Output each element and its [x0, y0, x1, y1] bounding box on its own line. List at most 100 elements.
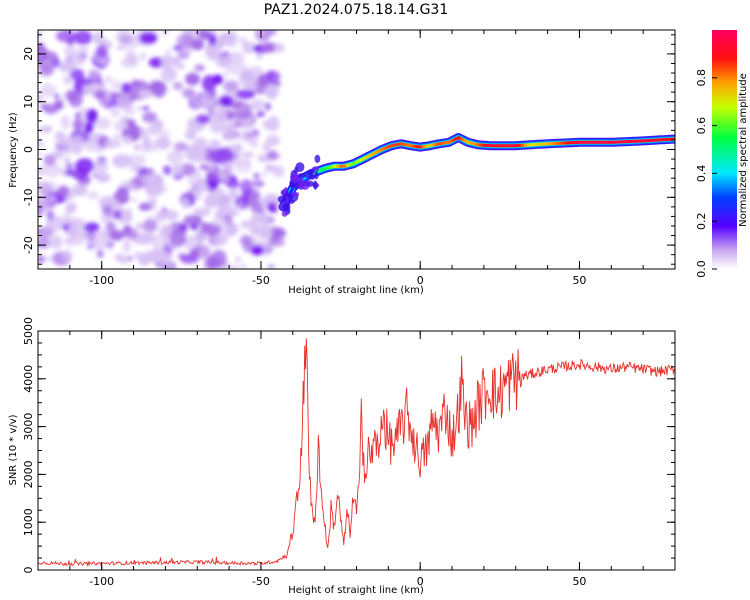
noise-blob — [62, 225, 70, 231]
noise-region — [38, 30, 286, 269]
noise-blob — [176, 33, 195, 49]
y-tick-label: 0 — [22, 146, 35, 153]
noise-blob — [238, 130, 258, 143]
noise-blob — [120, 180, 131, 191]
noise-blob — [70, 227, 86, 246]
noise-blob — [129, 95, 137, 102]
noise-blob — [266, 150, 279, 161]
noise-blob — [192, 95, 208, 108]
noise-blob — [250, 245, 265, 256]
noise-blob — [262, 120, 270, 127]
noise-blob — [229, 102, 239, 109]
noise-blob — [53, 99, 64, 111]
noise-blob — [122, 32, 139, 50]
snr-series — [38, 338, 675, 567]
noise-blob — [114, 253, 126, 262]
noise-blob — [172, 81, 184, 91]
ridge-blob — [290, 173, 299, 182]
snr-y-axis-label: SNR (10 * v/v) — [8, 414, 19, 485]
y-tick-label: 0 — [22, 567, 35, 574]
noise-blob — [259, 42, 279, 53]
noise-blob — [186, 191, 194, 199]
noise-blob — [267, 202, 278, 213]
noise-blob — [60, 115, 71, 130]
noise-blob — [43, 256, 53, 262]
colorbar: 0.0 0.2 0.4 0.6 0.8 Normalized spectral ampl… — [695, 30, 749, 278]
noise-blob — [220, 95, 233, 107]
noise-blob — [269, 237, 285, 247]
noise-blob — [194, 64, 206, 72]
noise-blob — [217, 34, 235, 46]
noise-blob — [133, 143, 141, 151]
x-tick-label: 0 — [417, 274, 424, 287]
noise-blob — [126, 255, 133, 262]
noise-blob — [112, 210, 122, 220]
noise-blob — [192, 207, 211, 217]
noise-blob — [114, 120, 130, 131]
y-tick-label: 5000 — [22, 317, 35, 345]
noise-blob — [261, 172, 267, 177]
ridge-blob — [314, 171, 319, 180]
noise-blob — [250, 215, 261, 225]
noise-blob — [192, 244, 211, 259]
noise-blob — [62, 156, 71, 163]
noise-blob — [91, 161, 109, 174]
noise-blob — [223, 71, 229, 78]
noise-blob — [94, 90, 107, 100]
noise-blob — [86, 108, 98, 124]
noise-blob — [202, 30, 212, 38]
noise-blob — [250, 99, 265, 111]
noise-blob — [64, 206, 73, 217]
chart-title: PAZ1.2024.075.18.14.G31 — [263, 2, 449, 18]
noise-blob — [38, 165, 46, 176]
noise-blob — [38, 62, 55, 77]
noise-blob — [38, 152, 42, 157]
noise-blob — [201, 231, 209, 242]
noise-blob — [184, 129, 197, 140]
noise-blob — [180, 253, 199, 264]
noise-blob — [136, 106, 143, 111]
noise-blob — [267, 227, 286, 239]
noise-blob — [156, 210, 166, 222]
y-tick-label: 20 — [22, 47, 35, 61]
noise-blob — [48, 203, 56, 208]
noise-blob — [121, 82, 132, 93]
noise-blob — [201, 75, 217, 93]
spectrogram-x-axis-label: Height of straight line (km) — [288, 285, 424, 296]
noise-blob — [195, 114, 210, 124]
noise-blob — [175, 62, 186, 70]
noise-blob — [142, 219, 158, 233]
noise-blob — [75, 113, 81, 118]
noise-blob — [204, 255, 218, 269]
noise-blob — [148, 122, 162, 136]
noise-blob — [123, 135, 132, 145]
noise-blob — [38, 93, 44, 104]
noise-blob — [42, 51, 58, 65]
x-tick-label: 50 — [572, 274, 586, 287]
noise-blob — [239, 37, 247, 46]
ridge-blob — [291, 191, 300, 197]
noise-blob — [108, 91, 120, 99]
noise-blob — [68, 90, 83, 108]
noise-blob — [250, 202, 256, 208]
noise-blob — [141, 106, 150, 111]
noise-blob — [169, 229, 187, 247]
spectrogram-frame — [37, 29, 676, 270]
noise-blob — [39, 83, 57, 98]
noise-blob — [182, 88, 196, 99]
noise-blob — [235, 159, 252, 173]
noise-blob — [83, 222, 100, 233]
noise-blob — [95, 172, 111, 183]
y-tick-label: 4000 — [22, 365, 35, 393]
noise-blob — [222, 225, 236, 238]
snr-x-axis-label: Height of straight line (km) — [288, 585, 424, 596]
noise-blob — [75, 158, 95, 174]
noise-blob — [139, 32, 158, 44]
noise-blob — [138, 202, 152, 211]
noise-blob — [178, 224, 188, 231]
noise-blob — [264, 102, 271, 111]
noise-blob — [136, 222, 143, 231]
noise-blob — [173, 172, 184, 180]
